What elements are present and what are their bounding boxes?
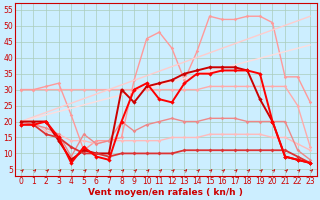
X-axis label: Vent moyen/en rafales ( kn/h ): Vent moyen/en rafales ( kn/h ) [88,188,243,197]
